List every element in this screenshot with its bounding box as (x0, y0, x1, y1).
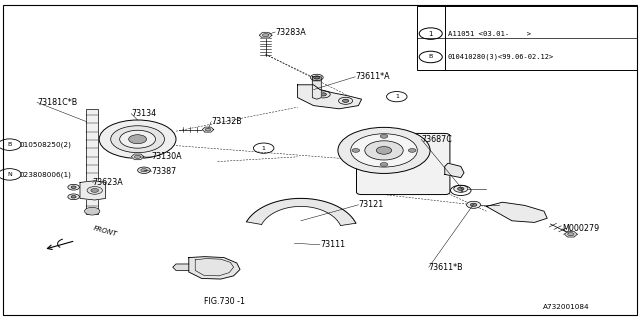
Text: 010410280(3)<99.06-02.12>: 010410280(3)<99.06-02.12> (448, 54, 554, 60)
Circle shape (84, 207, 100, 215)
Polygon shape (312, 77, 321, 99)
Text: A11051 <03.01-    >: A11051 <03.01- > (448, 31, 531, 36)
Text: 1: 1 (395, 94, 399, 99)
Circle shape (380, 134, 388, 138)
Circle shape (310, 74, 323, 81)
FancyBboxPatch shape (356, 133, 450, 195)
Text: 73611*B: 73611*B (429, 263, 463, 272)
Circle shape (342, 99, 349, 102)
Text: A732001084: A732001084 (543, 304, 589, 310)
Circle shape (376, 147, 392, 154)
Circle shape (205, 128, 211, 131)
Text: B: B (8, 142, 12, 147)
Circle shape (568, 233, 574, 236)
Circle shape (351, 134, 417, 167)
Polygon shape (189, 257, 240, 279)
Circle shape (470, 203, 477, 206)
Text: 1: 1 (262, 146, 266, 151)
Polygon shape (564, 231, 577, 237)
Text: 73132B: 73132B (211, 117, 242, 126)
Circle shape (138, 167, 150, 173)
Circle shape (68, 184, 79, 190)
Text: 73130A: 73130A (152, 152, 182, 161)
Circle shape (71, 196, 76, 198)
Circle shape (141, 169, 147, 172)
Text: 1: 1 (428, 31, 433, 36)
Polygon shape (173, 264, 189, 270)
Circle shape (262, 34, 269, 37)
Text: 73283A: 73283A (275, 28, 306, 36)
Polygon shape (298, 85, 362, 109)
Text: 73623A: 73623A (93, 178, 124, 187)
Text: 010508250(2): 010508250(2) (19, 141, 71, 148)
Circle shape (380, 163, 388, 166)
Circle shape (339, 97, 353, 104)
Circle shape (467, 201, 481, 208)
Polygon shape (445, 163, 464, 178)
Circle shape (129, 135, 147, 144)
Text: 73687C: 73687C (421, 135, 452, 144)
Circle shape (111, 126, 164, 153)
Text: FIG.730 -1: FIG.730 -1 (204, 297, 244, 306)
Circle shape (454, 185, 468, 192)
Polygon shape (80, 181, 106, 200)
Circle shape (71, 186, 76, 188)
Text: 73134: 73134 (131, 109, 156, 118)
Text: FRONT: FRONT (93, 225, 118, 237)
Circle shape (134, 155, 141, 158)
Circle shape (120, 130, 156, 148)
Circle shape (314, 76, 320, 79)
Polygon shape (486, 202, 547, 222)
Bar (86, 109, 98, 214)
Circle shape (68, 194, 79, 200)
Text: 73387: 73387 (152, 167, 177, 176)
Circle shape (338, 127, 430, 173)
Text: 73121: 73121 (358, 200, 383, 209)
Circle shape (458, 187, 464, 190)
Circle shape (352, 148, 360, 152)
Polygon shape (131, 154, 144, 160)
Text: 1: 1 (459, 188, 463, 193)
Circle shape (408, 148, 416, 152)
Circle shape (365, 141, 403, 160)
Text: 023808006(1): 023808006(1) (19, 171, 71, 178)
Text: 73181C*B: 73181C*B (37, 98, 77, 107)
Circle shape (91, 188, 99, 192)
Polygon shape (259, 32, 272, 38)
Text: M000279: M000279 (562, 224, 599, 233)
Circle shape (87, 187, 102, 194)
Bar (417, 6, 637, 70)
Polygon shape (202, 127, 214, 132)
Text: B: B (429, 54, 433, 60)
Text: 73611*A: 73611*A (355, 72, 390, 81)
Text: N: N (7, 172, 12, 177)
Circle shape (316, 91, 330, 98)
Text: 73111: 73111 (320, 240, 345, 249)
Polygon shape (246, 198, 356, 226)
Circle shape (320, 93, 326, 96)
Circle shape (99, 120, 176, 158)
